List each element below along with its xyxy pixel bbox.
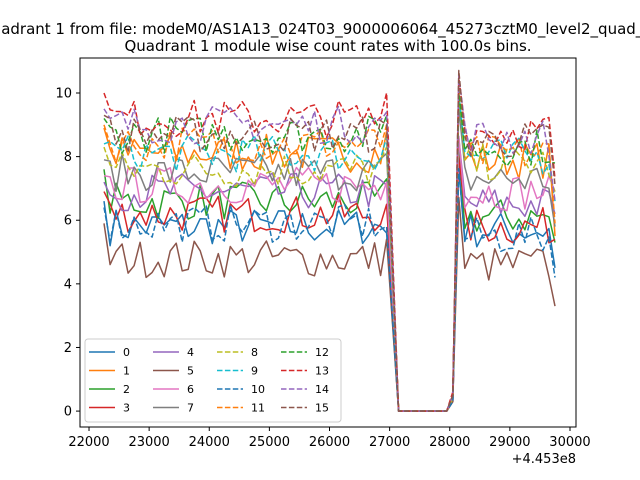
x-tick-label: 22000 <box>68 435 109 450</box>
legend-label-9: 9 <box>251 365 258 378</box>
legend-label-5: 5 <box>187 365 194 378</box>
chart-suptitle: Plot of Quadrant 1 from file: modeM0/AS1… <box>0 20 640 39</box>
legend-label-15: 15 <box>315 402 329 415</box>
y-tick-label: 0 <box>64 405 72 420</box>
series-line-12 <box>103 89 556 412</box>
x-tick-label: 24000 <box>189 435 230 450</box>
y-tick-label: 8 <box>64 150 72 165</box>
y-tick-label: 6 <box>64 214 72 229</box>
series-line-1 <box>103 90 556 412</box>
x-tick-label: 27000 <box>369 435 410 450</box>
y-axis: 0 2 4 6 8 10 <box>55 86 80 420</box>
legend-label-2: 2 <box>123 383 130 396</box>
x-tick-label: 30000 <box>549 435 590 450</box>
legend-label-0: 0 <box>123 346 130 359</box>
series-line-6 <box>103 135 556 412</box>
legend-label-1: 1 <box>123 365 130 378</box>
x-tick-label: 23000 <box>128 435 169 450</box>
legend-label-7: 7 <box>187 402 194 415</box>
series-line-11 <box>103 91 556 412</box>
y-tick-label: 10 <box>55 86 72 101</box>
legend-box <box>84 338 342 423</box>
chart-title: Quadrant 1 module wise count rates with … <box>124 37 531 55</box>
y-tick-label: 4 <box>64 277 72 292</box>
series-line-4 <box>103 137 556 412</box>
legend-label-13: 13 <box>315 365 329 378</box>
legend-label-6: 6 <box>187 383 194 396</box>
series-line-13 <box>103 76 556 412</box>
legend-label-8: 8 <box>251 346 258 359</box>
axes-frame <box>79 57 577 428</box>
x-tick-label: 25000 <box>249 435 290 450</box>
series-line-10 <box>103 168 556 412</box>
plot-lines <box>103 69 556 412</box>
legend-label-12: 12 <box>315 346 329 359</box>
x-offset-label: +4.453e8 <box>512 452 576 467</box>
y-tick-label: 2 <box>64 341 72 356</box>
x-axis: 22000 23000 24000 25000 26000 27000 28000 29000… <box>68 427 591 450</box>
series-line-5 <box>103 196 556 412</box>
legend-label-11: 11 <box>251 402 265 415</box>
legend-label-14: 14 <box>315 383 329 396</box>
series-line-15 <box>103 69 556 412</box>
x-tick-label: 29000 <box>489 435 530 450</box>
x-tick-label: 26000 <box>309 435 350 450</box>
series-line-0 <box>103 166 556 412</box>
legend-label-3: 3 <box>123 402 130 415</box>
legend-label-4: 4 <box>187 346 194 359</box>
legend-label-10: 10 <box>251 383 265 396</box>
x-tick-label: 28000 <box>429 435 470 450</box>
